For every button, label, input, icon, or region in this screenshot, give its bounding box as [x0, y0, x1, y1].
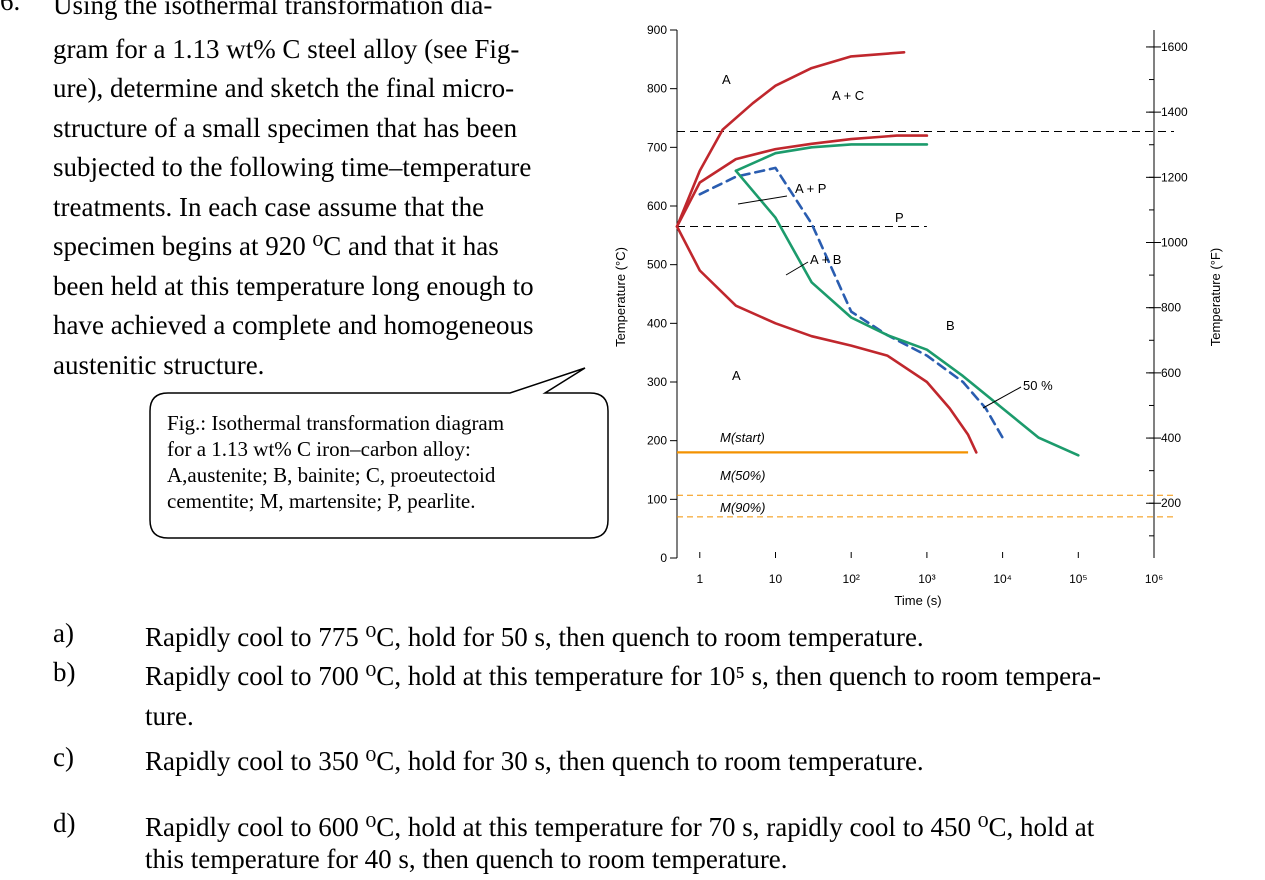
caption-line: for a 1.13 wt% C iron–carbon alloy:	[167, 437, 471, 461]
question-line: ure), determine and sketch the final mic…	[53, 73, 515, 103]
transformation-curve	[698, 166, 1004, 440]
x-tick-label: 10²	[843, 572, 860, 586]
transformation-curve	[734, 169, 1080, 457]
item-label: a)	[53, 618, 74, 648]
item-text: Rapidly cool to 775 ⁰C, hold for 50 s, t…	[145, 622, 924, 652]
region-label: A + B	[810, 252, 841, 267]
y-tick-label: 200	[647, 434, 667, 448]
item-label: c)	[53, 742, 74, 772]
x-axis-label: Time (s)	[894, 593, 941, 608]
item-continuation: this temperature for 40 s, then quench t…	[145, 844, 788, 874]
pointer-line	[982, 386, 1022, 409]
question-line: structure of a small specimen that has b…	[53, 113, 518, 143]
y-tick-label: 0	[660, 551, 667, 565]
y-tick-label-right: 1000	[1161, 236, 1188, 250]
x-tick-label: 1	[696, 572, 703, 586]
question-line: treatments. In each case assume that the	[53, 192, 485, 222]
item-text: Rapidly cool to 350 ⁰C, hold for 30 s, t…	[145, 746, 924, 776]
transformation-curve	[675, 134, 929, 228]
pointer-line	[737, 195, 788, 205]
martensite-label: M(start)	[720, 430, 765, 445]
region-label: A	[722, 72, 731, 87]
x-tick-label: 10⁴	[993, 572, 1012, 586]
chart-axes	[670, 29, 1161, 559]
y-tick-label-right: 1600	[1161, 40, 1188, 54]
question-line: have achieved a complete and homogeneous	[53, 310, 534, 340]
region-label: A + P	[795, 181, 826, 196]
y-tick-label: 900	[647, 23, 667, 37]
question-line: Using the isothermal transformation dia-	[53, 0, 493, 20]
item-label: b)	[53, 657, 76, 687]
transformation-curve	[675, 225, 978, 454]
y-tick-label-right: 1400	[1161, 105, 1188, 119]
question-line: been held at this temperature long enoug…	[53, 271, 534, 301]
transformation-curves	[675, 50, 1080, 457]
item-continuation: ture.	[145, 701, 194, 731]
caption-line: A,austenite; B, bainite; C, proeutectoid	[167, 463, 496, 487]
figure-caption: Fig.: Isothermal transformation diagram …	[167, 410, 504, 514]
transformation-curve	[734, 143, 929, 173]
reference-lines	[677, 130, 1174, 518]
x-tick-label: 10³	[918, 572, 935, 586]
region-label: B	[946, 318, 955, 333]
region-label: A + C	[832, 88, 864, 103]
transformation-curve	[675, 50, 906, 228]
region-label: 50 %	[1023, 378, 1053, 393]
item-label: d)	[53, 808, 76, 838]
y-tick-label: 800	[647, 82, 667, 96]
caption-line: cementite; M, martensite; P, pearlite.	[167, 489, 476, 513]
y-tick-label: 100	[647, 492, 667, 506]
x-tick-label: 10	[769, 572, 783, 586]
question-line: subjected to the following time–temperat…	[53, 152, 532, 182]
pointer-line	[785, 261, 809, 276]
question-number: 6.	[0, 0, 21, 16]
question-line: austenitic structure.	[53, 350, 265, 380]
y-tick-label-right: 1200	[1161, 170, 1188, 184]
item-text: Rapidly cool to 600 ⁰C, hold at this tem…	[145, 812, 1095, 842]
caption-line: Fig.: Isothermal transformation diagram	[167, 411, 505, 435]
tick-labels: 0 100 200 300 400 500 600 700 800 900 200 400 600 800…	[647, 23, 1188, 586]
y-tick-label: 600	[647, 199, 667, 213]
region-label: P	[895, 210, 904, 225]
martensite-label: M(90%)	[720, 500, 766, 515]
question-line: specimen begins at 920 ⁰C and that it ha…	[53, 231, 499, 261]
martensite-label: M(50%)	[720, 468, 766, 483]
question-line: gram for a 1.13 wt% C steel alloy (see F…	[53, 34, 520, 64]
y-axis-label-right: Temperature (°F)	[1208, 248, 1223, 346]
y-tick-label: 500	[647, 258, 667, 272]
item-text: Rapidly cool to 700 ⁰C, hold at this tem…	[145, 661, 1102, 691]
x-tick-label: 10⁶	[1145, 572, 1163, 586]
y-axis-label-left: Temperature (°C)	[613, 247, 628, 347]
y-tick-label-right: 400	[1161, 431, 1181, 445]
region-annotations: A A + C A + P P A + B B A 50 % M(start) …	[720, 72, 1053, 515]
y-tick-label: 300	[647, 375, 667, 389]
y-tick-label-right: 200	[1161, 496, 1181, 510]
y-tick-label: 400	[647, 316, 667, 330]
y-tick-label: 700	[647, 140, 667, 154]
region-label: A	[732, 368, 741, 383]
y-tick-label-right: 800	[1161, 301, 1181, 315]
x-tick-label: 10⁵	[1069, 572, 1087, 586]
y-tick-label-right: 600	[1161, 366, 1181, 380]
